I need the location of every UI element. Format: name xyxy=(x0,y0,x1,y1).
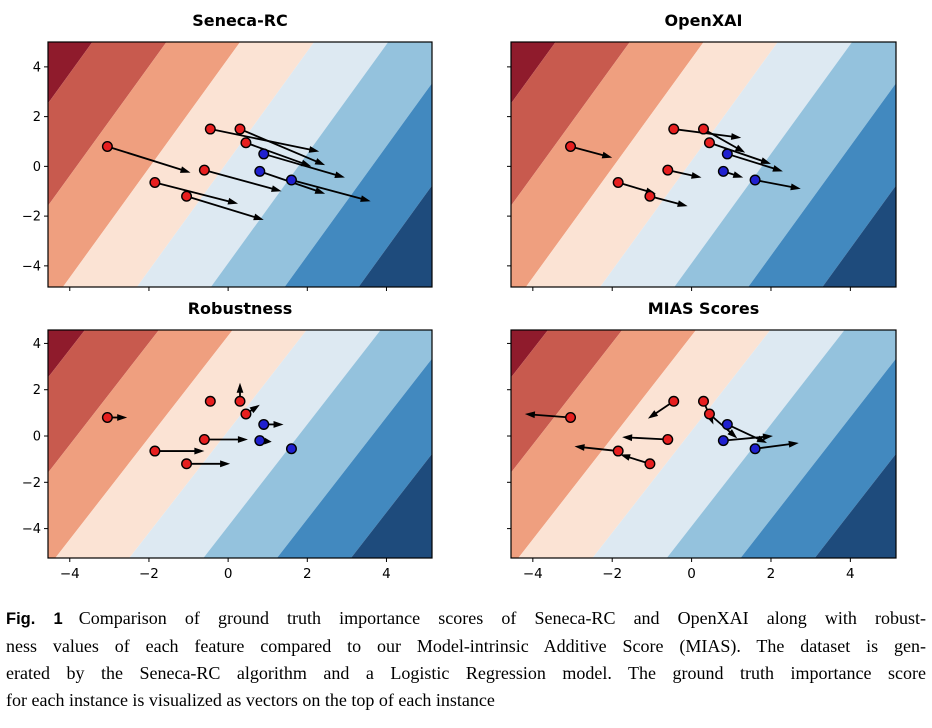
plot-seneca-rc: 4 2 0 −2 −4 xyxy=(22,41,433,291)
svg-text:−2: −2 xyxy=(602,566,622,582)
svg-text:0: 0 xyxy=(687,566,696,582)
plot-mias-scores: −4 −2 0 2 4 xyxy=(507,329,897,582)
figure-label: Fig. 1 xyxy=(6,610,63,628)
svg-text:4: 4 xyxy=(382,566,391,582)
plot-title-mias-scores: MIAS Scores xyxy=(647,299,760,318)
svg-text:2: 2 xyxy=(767,566,776,582)
svg-text:0: 0 xyxy=(33,430,41,445)
svg-text:−2: −2 xyxy=(22,476,41,491)
svg-text:−4: −4 xyxy=(22,259,41,274)
caption-line: for each instance is visualized as vecto… xyxy=(6,690,495,710)
svg-text:2: 2 xyxy=(33,110,41,125)
plot-title-openxai: OpenXAI xyxy=(664,11,743,30)
caption-text: Comparison of ground truth importance sc… xyxy=(78,608,926,628)
plot-title-seneca-rc: Seneca-RC xyxy=(192,11,288,30)
caption-line: ness values of each feature compared to … xyxy=(6,636,926,656)
svg-text:0: 0 xyxy=(33,160,41,175)
plot-title-robustness: Robustness xyxy=(187,299,293,318)
svg-text:−4: −4 xyxy=(523,566,543,582)
caption-line: Fig. 1 Comparison of ground truth importa… xyxy=(6,605,926,633)
plot-robustness: −4 −2 0 2 4 4 2 0 −2 −4 xyxy=(22,329,433,582)
plot-openxai xyxy=(507,41,897,291)
svg-text:−4: −4 xyxy=(22,522,41,537)
svg-text:4: 4 xyxy=(33,337,41,352)
figure-caption: Fig. 1 Comparison of ground truth importa… xyxy=(6,605,926,714)
svg-text:4: 4 xyxy=(33,60,41,75)
svg-text:−2: −2 xyxy=(139,566,159,582)
svg-text:2: 2 xyxy=(303,566,312,582)
svg-text:0: 0 xyxy=(224,566,233,582)
svg-text:−4: −4 xyxy=(60,566,80,582)
svg-text:2: 2 xyxy=(33,383,41,398)
svg-text:−2: −2 xyxy=(22,210,41,225)
caption-line: erated by the Seneca-RC algorithm and a … xyxy=(6,663,926,683)
svg-text:4: 4 xyxy=(846,566,855,582)
